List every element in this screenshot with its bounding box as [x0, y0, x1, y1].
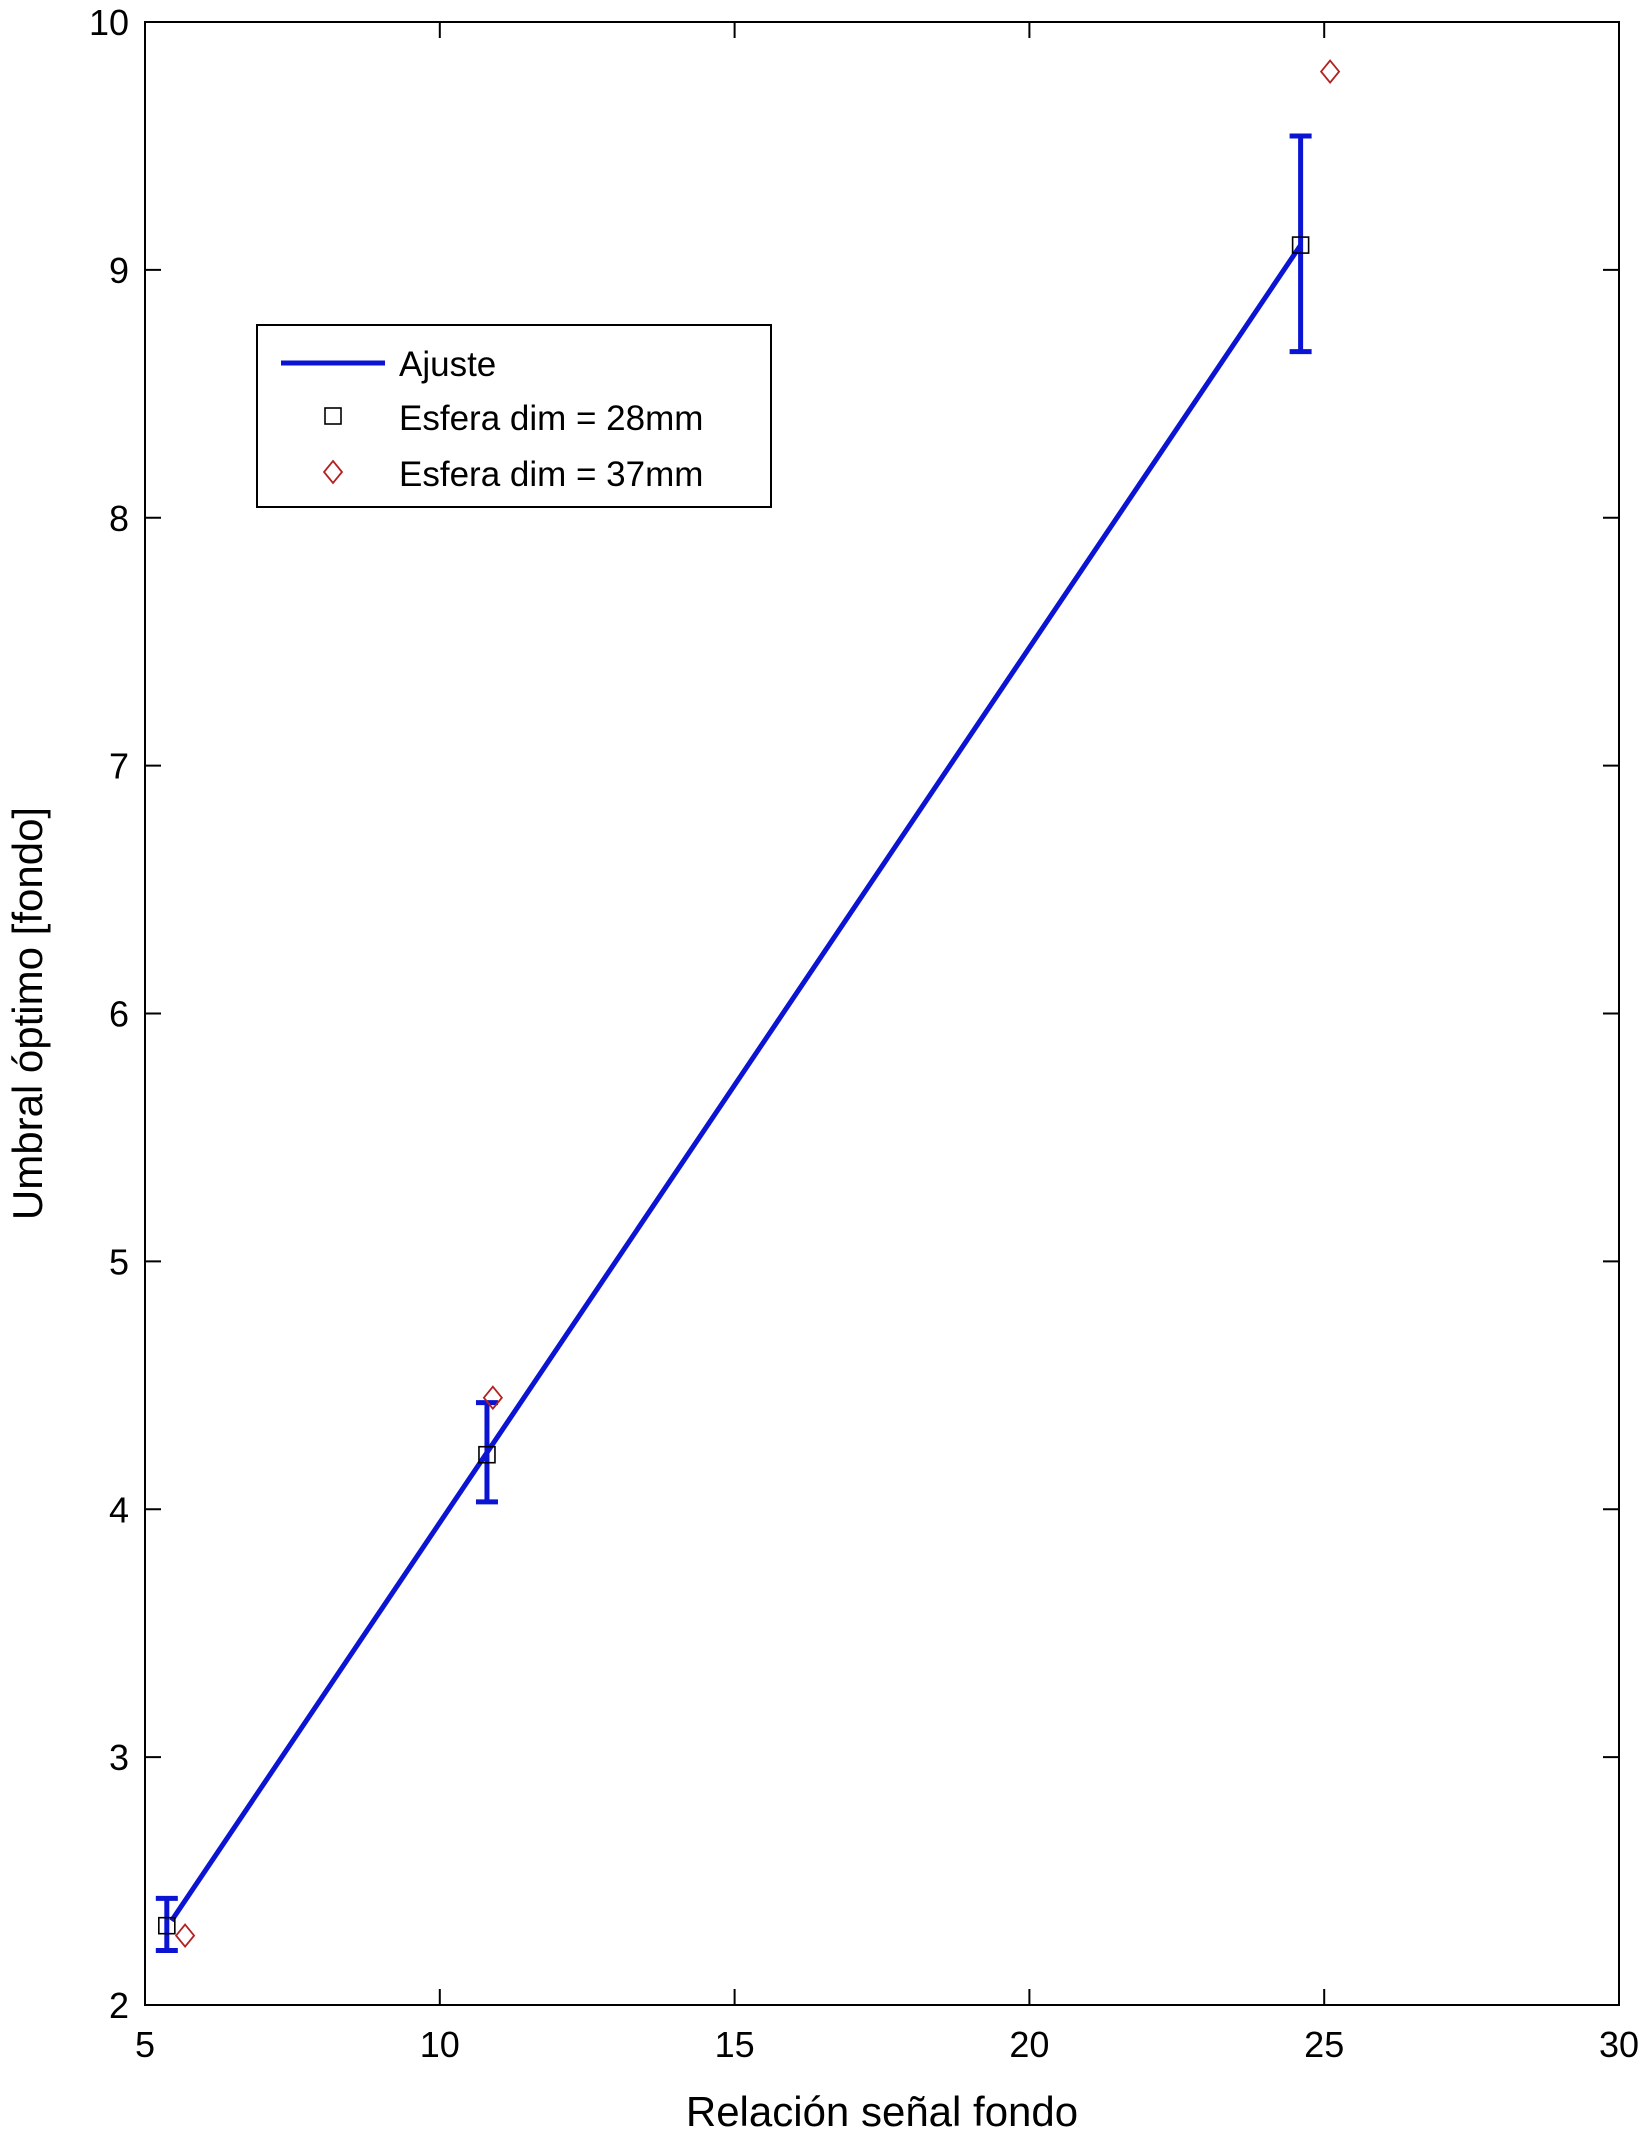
x-tick-label: 5 — [135, 2024, 155, 2065]
x-axis-title: Relación señal fondo — [686, 2088, 1078, 2135]
y-tick-label: 3 — [109, 1737, 129, 1778]
x-tick-label: 15 — [715, 2024, 755, 2065]
error-bar — [155, 1895, 178, 1953]
legend-diamond-swatch — [322, 459, 344, 485]
y-tick-label: 7 — [109, 746, 129, 787]
axes: 5 10 15 20 25 30 2 3 4 5 6 7 8 9 10 — [89, 2, 1639, 2065]
legend-label: Esfera dim = 37mm — [399, 455, 703, 494]
y-tick-label: 4 — [109, 1489, 129, 1530]
error-bar — [1289, 133, 1312, 355]
square-marker — [158, 1916, 176, 1935]
plot-frame — [144, 21, 1620, 2006]
legend-label: Esfera dim = 28mm — [399, 399, 703, 438]
y-tick-label: 8 — [109, 498, 129, 539]
diamond-marker — [482, 1385, 504, 1411]
x-tick-label: 30 — [1599, 2024, 1639, 2065]
legend-label: Ajuste — [399, 345, 496, 384]
y-tick-label: 6 — [109, 994, 129, 1035]
plot-area — [155, 59, 1341, 1953]
legend: Ajuste Esfera dim = 28mm Esfera dim = 37mm — [256, 324, 772, 508]
square-marker — [1291, 236, 1310, 254]
x-tick-label: 25 — [1304, 2024, 1344, 2065]
fit-line — [169, 243, 1303, 1923]
x-tick-label: 10 — [420, 2024, 460, 2065]
y-tick-label: 9 — [109, 250, 129, 291]
y-axis-title: Umbral óptimo [fondo] — [4, 807, 51, 1220]
legend-box — [256, 324, 772, 508]
diamond-marker — [1319, 59, 1341, 84]
y-tick-label: 2 — [109, 1985, 129, 2026]
legend-square-swatch — [324, 407, 342, 425]
y-tick-label: 5 — [109, 1241, 129, 1282]
x-tick-label: 20 — [1009, 2024, 1049, 2065]
y-tick-label: 10 — [89, 2, 129, 43]
diamond-marker — [174, 1923, 196, 1949]
square-marker — [478, 1445, 496, 1464]
